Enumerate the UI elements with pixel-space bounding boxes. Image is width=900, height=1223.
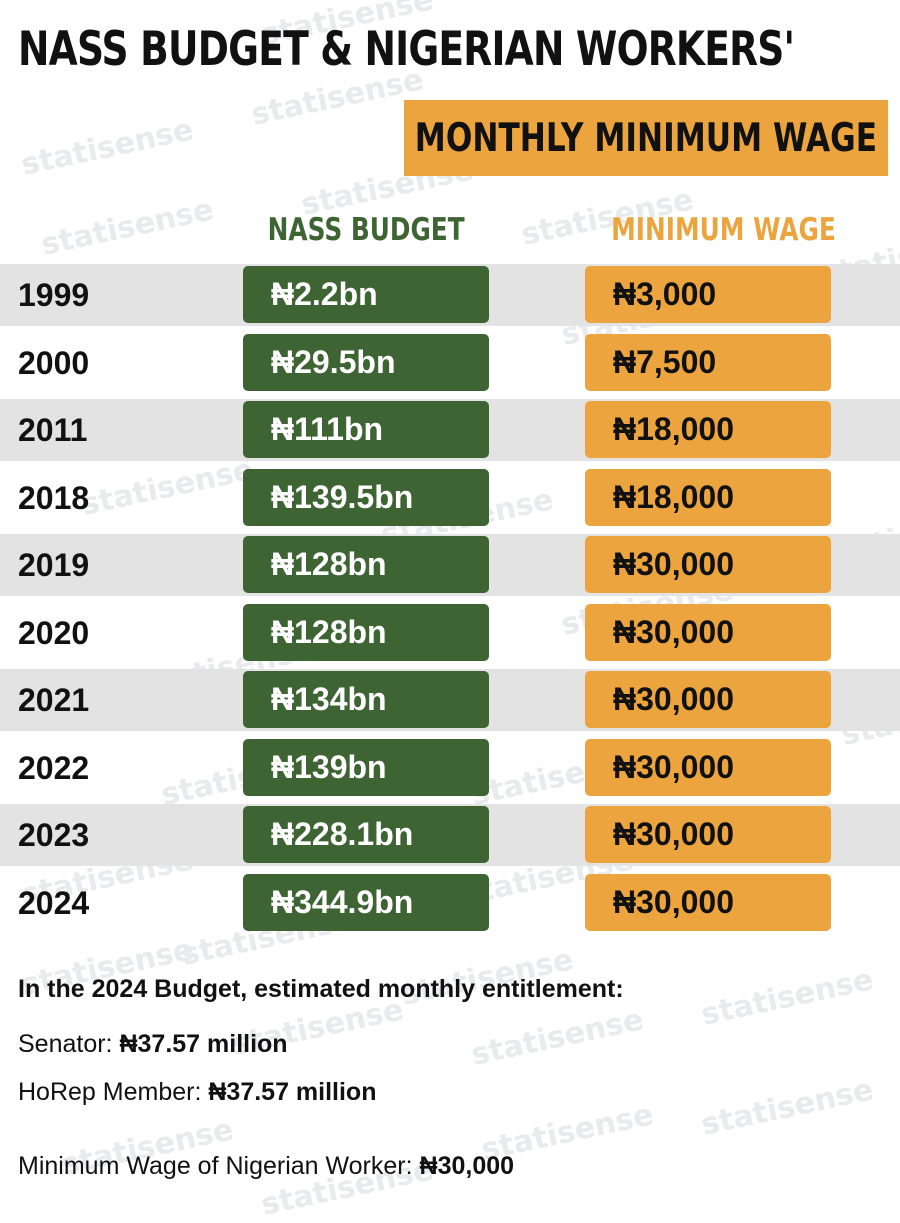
minimum-wage-cell: ₦30,000 (585, 603, 831, 661)
watermark-logo: statisense (468, 1002, 647, 1073)
row-year: 2024 (18, 884, 90, 921)
column-header-minimum-wage: MINIMUM WAGE (611, 212, 836, 248)
senator-entitlement: Senator: ₦37.57 million (18, 1030, 288, 1058)
table-row: 1999 ₦2.2bn ₦3,000 (0, 264, 900, 326)
watermark-logo: statisense (18, 112, 197, 183)
nass-budget-cell: ₦128bn (243, 603, 489, 661)
row-year: 1999 (18, 277, 90, 313)
nass-budget-cell: ₦128bn (243, 536, 489, 593)
nass-budget-cell: ₦228.1bn (243, 806, 489, 863)
minimum-wage-cell: ₦30,000 (585, 738, 831, 796)
row-year: 2020 (18, 614, 90, 651)
row-year: 2018 (18, 479, 90, 516)
nass-budget-cell: ₦134bn (243, 671, 489, 728)
watermark-logo: statisense (698, 962, 877, 1033)
nass-budget-cell: ₦111bn (243, 401, 489, 458)
minimum-wage-cell: ₦30,000 (585, 806, 831, 863)
minimum-wage-cell: ₦7,500 (585, 333, 831, 391)
table-row: 2011 ₦111bn ₦18,000 (0, 399, 900, 461)
watermark-logo: statisense (38, 192, 217, 263)
nass-budget-cell: ₦29.5bn (243, 333, 489, 391)
table-row: 2024 ₦344.9bn ₦30,000 (0, 872, 900, 934)
table-row: 2020 ₦128bn ₦30,000 (0, 602, 900, 664)
row-year: 2000 (18, 344, 90, 381)
column-header-nass-budget: NASS BUDGET (267, 212, 465, 248)
minimum-wage-cell: ₦30,000 (585, 873, 831, 931)
minimum-wage-cell: ₦30,000 (585, 671, 831, 728)
minimum-wage-cell: ₦18,000 (585, 401, 831, 458)
horep-entitlement: HoRep Member: ₦37.57 million (18, 1078, 377, 1106)
subtitle-banner: MONTHLY MINIMUM WAGE (404, 100, 888, 176)
page-title: NASS BUDGET & NIGERIAN WORKERS' (18, 22, 795, 77)
footer-heading: In the 2024 Budget, estimated monthly en… (18, 975, 624, 1003)
table-row: 2000 ₦29.5bn ₦7,500 (0, 332, 900, 394)
nass-budget-cell: ₦139.5bn (243, 468, 489, 526)
minimum-wage-cell: ₦3,000 (585, 266, 831, 323)
nass-budget-cell: ₦344.9bn (243, 873, 489, 931)
row-year: 2019 (18, 547, 90, 583)
row-year: 2021 (18, 682, 90, 718)
table-row: 2018 ₦139.5bn ₦18,000 (0, 467, 900, 529)
row-year: 2023 (18, 817, 90, 853)
minimum-wage-cell: ₦30,000 (585, 536, 831, 593)
nass-budget-cell: ₦2.2bn (243, 266, 489, 323)
nass-budget-cell: ₦139bn (243, 738, 489, 796)
table-row: 2021 ₦134bn ₦30,000 (0, 669, 900, 731)
table-row: 2023 ₦228.1bn ₦30,000 (0, 804, 900, 866)
table-row: 2022 ₦139bn ₦30,000 (0, 737, 900, 799)
minimum-wage-cell: ₦18,000 (585, 468, 831, 526)
watermark-logo: statisense (698, 1072, 877, 1143)
table-row: 2019 ₦128bn ₦30,000 (0, 534, 900, 596)
row-year: 2011 (18, 412, 88, 448)
row-year: 2022 (18, 749, 90, 786)
subtitle-text: MONTHLY MINIMUM WAGE (414, 115, 878, 161)
minimum-wage-note: Minimum Wage of Nigerian Worker: ₦30,000 (18, 1152, 515, 1180)
